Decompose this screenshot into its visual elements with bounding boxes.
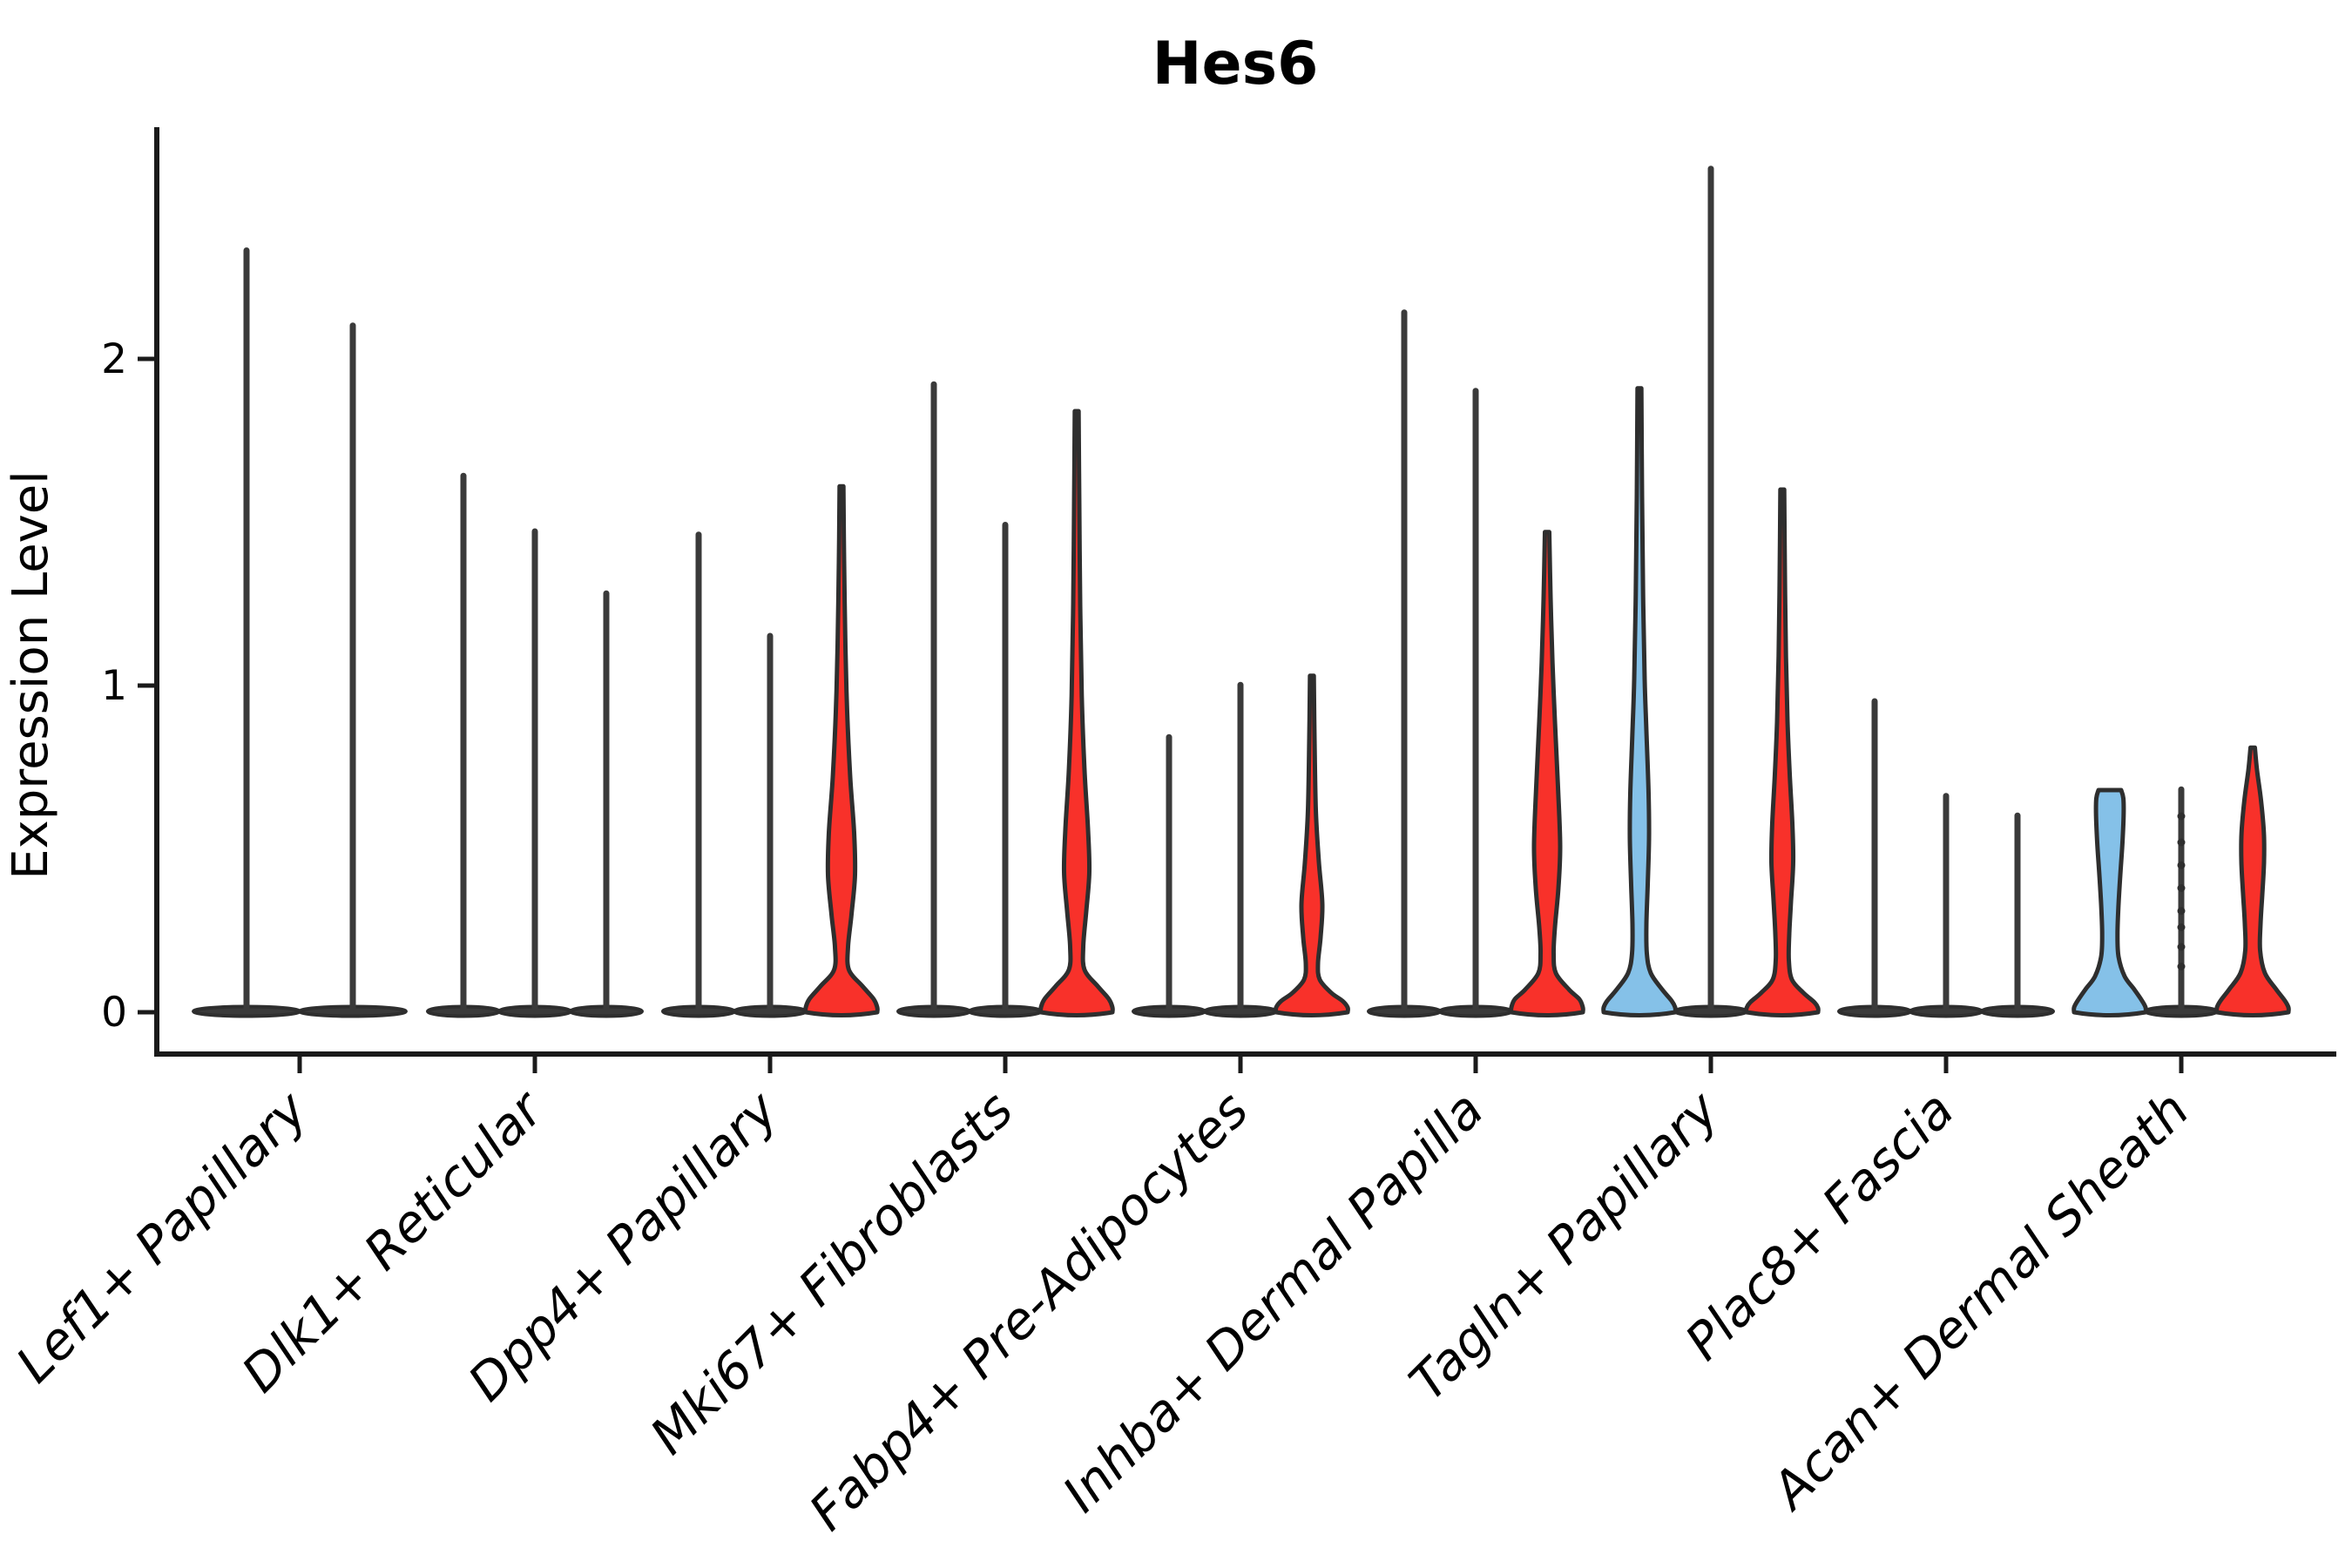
expression-dot	[2177, 963, 2186, 970]
expression-dot	[2177, 861, 2186, 869]
violin-red	[1744, 487, 1821, 1017]
violin-red	[1038, 409, 1115, 1017]
violins-layer	[192, 166, 2291, 1018]
y-axis-label: Expression Level	[3, 470, 59, 880]
y-tick-label: 0	[101, 989, 127, 1037]
violin-red	[1274, 673, 1350, 1017]
y-tick-label: 2	[101, 335, 127, 383]
y-tick-label: 1	[101, 662, 127, 710]
expression-dot	[2177, 943, 2186, 951]
violin-blue	[2072, 787, 2148, 1017]
x-tick-label: Acan+ Dermal Sheath	[1758, 1080, 2200, 1523]
violin-red	[2214, 745, 2291, 1017]
expression-dot	[2177, 838, 2186, 847]
expression-dot	[2177, 923, 2186, 931]
expression-dot	[2177, 812, 2186, 821]
axes	[138, 127, 2336, 1073]
y-axis-tick-labels: 0 1 2	[101, 335, 127, 1037]
x-tick-label: Fabp4+ Pre-Adipocytes	[798, 1080, 1260, 1542]
violin-red	[1509, 530, 1585, 1017]
x-tick-label: Inhba+ Dermal Papilla	[1051, 1080, 1495, 1524]
expression-dot	[2177, 907, 2186, 916]
violin-blue	[1601, 386, 1678, 1017]
expression-dot	[2177, 884, 2186, 892]
chart-title: Hes6	[1152, 30, 1319, 98]
violin-red	[803, 483, 880, 1017]
